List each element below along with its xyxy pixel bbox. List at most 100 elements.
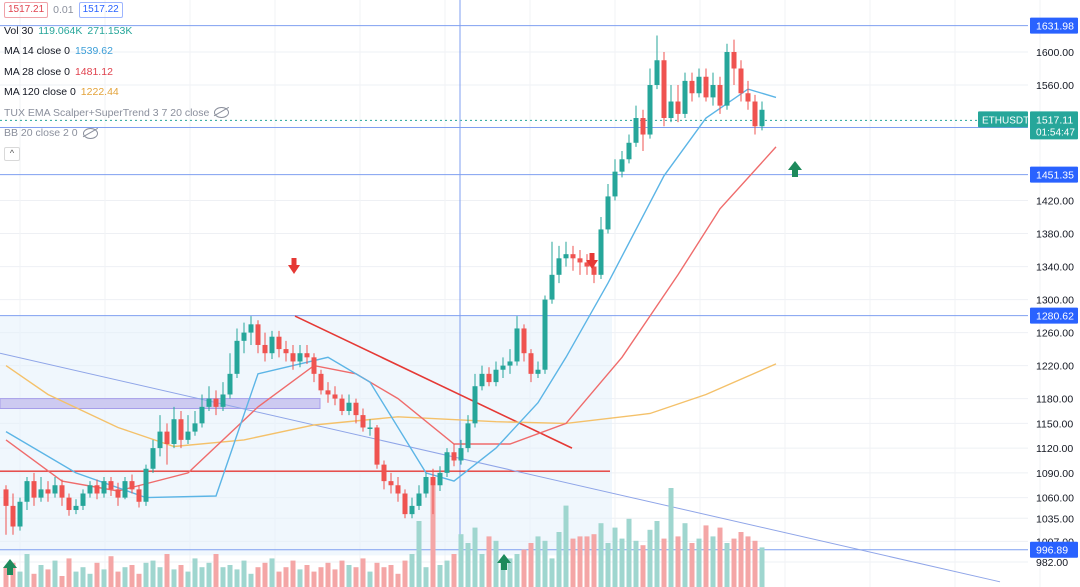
candle-body — [703, 76, 709, 98]
candle-body — [472, 386, 478, 424]
sell-arrow-icon — [288, 265, 300, 274]
candle-body — [570, 254, 576, 259]
candle-body — [759, 109, 765, 127]
volume-bar — [24, 554, 30, 587]
volume-bar — [59, 576, 65, 587]
candle-body — [66, 497, 72, 511]
candle-body — [332, 394, 338, 399]
volume-bar — [17, 571, 23, 587]
ma28-row[interactable]: MA 28 close 0 1481.12 — [4, 62, 229, 83]
candle-body — [465, 423, 471, 449]
volume-bar — [248, 573, 254, 587]
price-tick-label: 1180.00 — [1036, 394, 1073, 406]
candle-body — [178, 419, 184, 440]
symbol-tag — [978, 111, 1028, 128]
volume-bar — [486, 536, 492, 587]
candle-body — [80, 493, 86, 506]
candle-body — [661, 60, 667, 119]
volume-bar — [311, 571, 317, 587]
candle-body — [206, 398, 212, 407]
volume-bar — [241, 560, 247, 587]
candle-body — [129, 481, 135, 490]
candle-body — [717, 85, 723, 106]
candle-body — [73, 505, 79, 511]
candle-body — [584, 262, 590, 267]
price-tick-label: 982.00 — [1036, 557, 1068, 569]
volume-bar — [395, 573, 401, 587]
price-tick-label: 1380.00 — [1036, 229, 1074, 241]
candle-body — [696, 76, 702, 94]
volume-bar — [605, 543, 611, 587]
volume-bar — [472, 527, 478, 587]
candle-body — [59, 485, 65, 498]
collapse-legend-button[interactable]: ^ — [4, 146, 20, 161]
volume-bar — [689, 543, 695, 587]
candle-body — [381, 464, 387, 482]
price-axis[interactable]: 1600.00 1560.00 1420.00 1380.00 1340.00 1300.… — [978, 17, 1078, 569]
volume-bar — [143, 562, 149, 587]
candle-body — [458, 448, 464, 461]
volume-bar — [269, 558, 275, 587]
price-tick-label: 1300.00 — [1036, 295, 1074, 307]
volume-bar — [507, 558, 513, 587]
candle-body — [45, 489, 51, 494]
candle-body — [185, 431, 191, 440]
candle-body — [199, 406, 205, 424]
volume-bar — [752, 540, 758, 587]
price-tick-label: 1060.00 — [1036, 493, 1074, 505]
hidden-eye-icon[interactable] — [82, 127, 98, 139]
volume-bar — [192, 558, 198, 587]
candle-body — [605, 196, 611, 230]
ma120-row[interactable]: MA 120 close 0 1222.44 — [4, 82, 229, 103]
candle-body — [668, 101, 674, 119]
candle-body — [164, 431, 170, 444]
candle-body — [87, 485, 93, 494]
volume-bar — [374, 562, 380, 587]
candle-body — [626, 142, 632, 160]
candle-body — [745, 93, 751, 102]
candle-body — [38, 489, 44, 498]
volume-bar — [598, 523, 604, 587]
sell-arrow-icon-stem — [291, 258, 297, 265]
buy-arrow-icon — [3, 559, 17, 568]
volume-bar — [500, 562, 506, 587]
resistance-box — [0, 398, 321, 410]
price-tick-label: 1560.00 — [1036, 80, 1074, 92]
candle-body — [577, 258, 583, 263]
hidden-eye-icon[interactable] — [214, 107, 230, 119]
candle-body — [283, 349, 289, 354]
tux-row[interactable]: TUX EMA Scalper+SuperTrend 3 7 20 close — [4, 103, 230, 124]
ask-price[interactable]: 1517.22 — [78, 2, 123, 19]
bid-price[interactable]: 1517.21 — [4, 2, 49, 19]
ma14-row[interactable]: MA 14 close 0 1539.62 — [4, 41, 229, 62]
level-label: 1631.98 — [1036, 21, 1074, 33]
candle-body — [10, 505, 16, 527]
candle-body — [122, 481, 128, 498]
volume-bar — [332, 569, 338, 587]
price-tick-label: 1420.00 — [1036, 196, 1074, 208]
candle-body — [150, 448, 156, 469]
volume-bar — [227, 565, 233, 587]
candle-body — [304, 353, 310, 358]
candle-body — [115, 489, 121, 498]
volume-bar — [318, 567, 324, 587]
volume-bar — [640, 545, 646, 587]
volume-bar — [402, 560, 408, 587]
volume-bars — [3, 482, 765, 587]
bb-row[interactable]: BB 20 close 2 0 — [4, 123, 229, 144]
candle-body — [101, 481, 107, 494]
candle-body — [374, 427, 380, 465]
volume-bar — [535, 536, 541, 587]
price-tick-label: 1120.00 — [1036, 443, 1073, 455]
candle-body — [353, 402, 359, 416]
volume-bar — [325, 562, 331, 587]
ma14-line — [5, 88, 777, 499]
candle-body — [724, 52, 730, 106]
vol-row[interactable]: Vol 30 119.064K 271.153K — [4, 21, 229, 42]
volume-bar — [668, 488, 674, 587]
volume-bar — [94, 562, 100, 587]
candle-body — [402, 493, 408, 515]
candle-body — [290, 353, 296, 362]
volume-bar — [283, 567, 289, 587]
